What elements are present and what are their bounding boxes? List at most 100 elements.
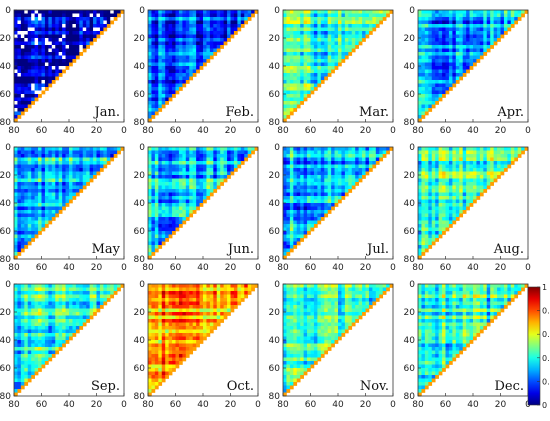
heat-cell <box>31 157 35 162</box>
heat-cell <box>154 168 159 172</box>
heat-cell <box>86 10 90 14</box>
heat-cell <box>58 192 63 197</box>
heat-cell <box>286 224 291 228</box>
heat-cell <box>510 150 515 155</box>
heat-cell <box>110 284 115 288</box>
heat-cell <box>41 87 46 91</box>
heat-cell <box>51 284 56 288</box>
heat-cell <box>172 38 176 42</box>
heat-cell <box>65 59 70 63</box>
heat-cell <box>317 59 322 63</box>
heat-cell <box>331 13 335 18</box>
heat-cell <box>106 298 111 302</box>
heat-cell <box>442 185 446 190</box>
heat-cell <box>165 10 169 14</box>
heat-cell <box>421 175 426 179</box>
heat-cell <box>327 73 332 77</box>
heat-cell <box>75 182 80 186</box>
heat-cell <box>154 161 159 165</box>
x-tick-label: 60 <box>36 263 48 273</box>
heat-cell <box>75 10 80 14</box>
heat-cell <box>196 69 200 74</box>
heat-cell <box>182 41 187 46</box>
heat-cell <box>293 17 298 21</box>
heat-cell <box>158 217 163 221</box>
heat-cell <box>192 38 197 42</box>
heat-cell <box>307 66 311 70</box>
heat-cell <box>79 20 84 25</box>
heat-cell <box>209 17 214 21</box>
heat-cell <box>154 210 159 214</box>
heat-cell <box>303 87 308 91</box>
heat-cell <box>38 298 42 302</box>
heat-cell <box>296 241 301 246</box>
heat-cell <box>300 55 304 60</box>
heat-cell <box>20 206 25 211</box>
heat-cell <box>283 185 287 190</box>
heat-cell <box>338 10 342 14</box>
heat-cell <box>445 66 450 70</box>
heat-cell <box>48 66 53 70</box>
heat-cell <box>338 175 342 179</box>
heat-cell <box>158 206 163 211</box>
heat-cell <box>106 157 111 162</box>
heat-cell <box>38 13 42 18</box>
heat-cell <box>307 13 311 18</box>
heat-cell <box>435 55 439 60</box>
heat-cell <box>41 171 46 176</box>
heat-cell <box>327 62 332 67</box>
heat-cell <box>317 52 322 56</box>
heat-cell <box>289 20 294 25</box>
heat-cell <box>254 10 259 14</box>
heat-cell <box>14 199 18 204</box>
heat-cell <box>203 13 207 18</box>
heat-cell <box>161 41 166 46</box>
heat-cell <box>431 210 436 214</box>
heat-cell <box>362 150 366 155</box>
heat-cell <box>431 104 436 109</box>
heat-cell <box>99 13 104 18</box>
heat-cell <box>497 20 501 25</box>
heat-cell <box>462 206 467 211</box>
heat-cell <box>65 192 70 197</box>
heat-cell <box>55 66 60 70</box>
heat-cell <box>493 164 498 169</box>
heat-cell <box>424 73 429 77</box>
heat-cell <box>62 326 66 330</box>
heat-cell <box>151 76 156 81</box>
heat-cell <box>182 192 187 197</box>
heat-cell <box>230 10 235 14</box>
heat-cell <box>497 164 501 169</box>
heat-cell <box>151 41 156 46</box>
heat-cell <box>344 185 349 190</box>
heat-cell <box>469 20 474 25</box>
heat-cell <box>324 178 329 183</box>
heat-cell <box>286 10 291 14</box>
heat-cell <box>442 41 446 46</box>
heat-cell <box>296 192 301 197</box>
heat-cell <box>209 52 214 56</box>
heat-cell <box>172 284 176 288</box>
heat-cell <box>14 333 18 337</box>
heat-cell <box>289 192 294 197</box>
heat-cell <box>51 298 56 302</box>
heat-cell <box>203 59 207 63</box>
heat-cell <box>41 224 46 228</box>
heat-cell <box>62 147 66 151</box>
heat-cell <box>421 150 426 155</box>
heat-cell <box>86 178 90 183</box>
heat-cell <box>93 17 97 21</box>
heat-cell <box>24 382 29 386</box>
heat-cell <box>213 178 218 183</box>
heat-cell <box>17 287 22 292</box>
heat-cell <box>283 203 287 207</box>
heat-cell <box>445 213 450 218</box>
heat-cell <box>51 48 56 53</box>
heat-cell <box>514 147 519 151</box>
heat-cell <box>41 83 46 88</box>
heat-cell <box>58 329 63 334</box>
y-tick-label: 80 <box>404 118 416 128</box>
heat-cell <box>421 62 426 67</box>
heat-cell <box>178 157 183 162</box>
